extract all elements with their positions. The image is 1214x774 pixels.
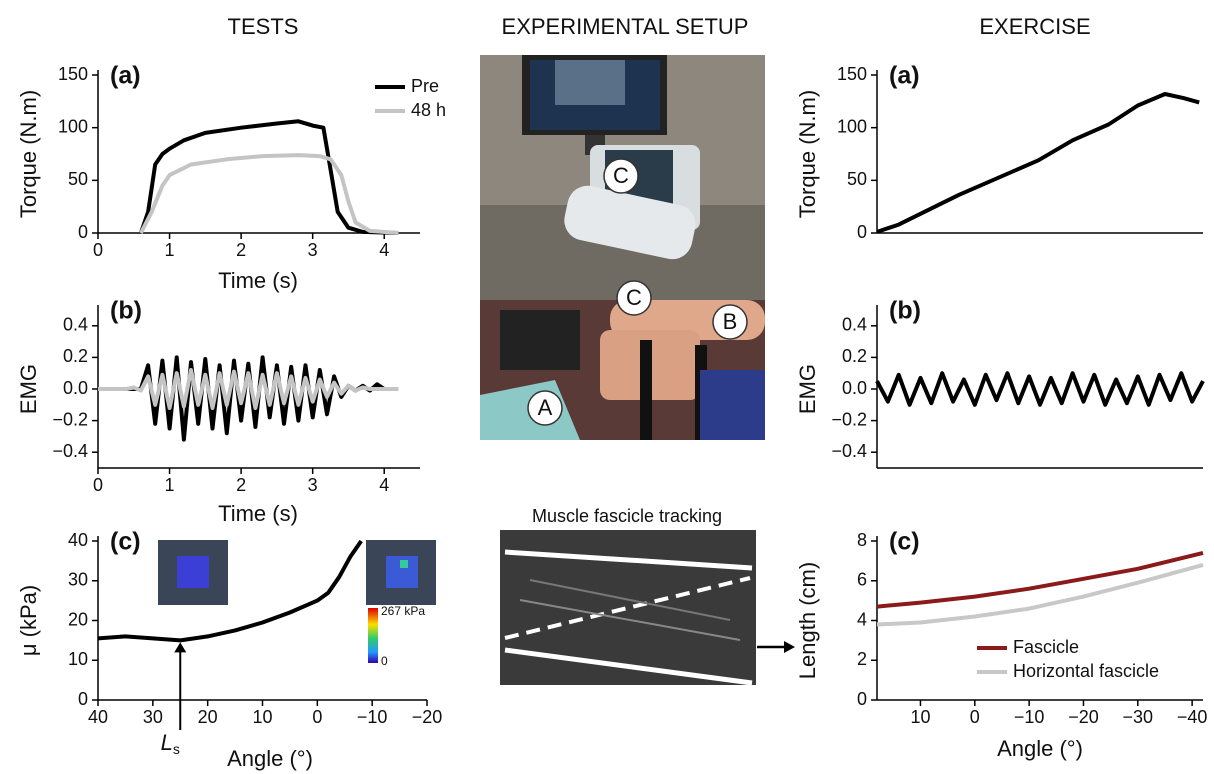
panel-label: (b)	[889, 297, 921, 325]
y-tick-label: 0	[857, 222, 867, 242]
data-line	[876, 92, 1200, 234]
y-tick-label: 0.4	[63, 315, 88, 335]
y-axis-label: μ (kPa)	[16, 585, 41, 656]
data-line	[98, 368, 399, 410]
x-tick-label: 2	[236, 475, 246, 495]
panel-label: (c)	[110, 528, 141, 556]
y-tick-label: 20	[68, 609, 88, 629]
x-tick-label: 2	[236, 240, 246, 260]
x-tick-label: 0	[93, 240, 103, 260]
x-tick-label: 3	[308, 475, 318, 495]
data-line	[139, 153, 399, 235]
x-tick-label: 10	[910, 707, 930, 727]
data-line	[97, 539, 363, 643]
y-tick-label: 0.2	[63, 346, 88, 366]
y-tick-label: 150	[837, 64, 867, 84]
y-axis-label: Torque (N.m)	[795, 90, 820, 218]
y-axis-label: Length (cm)	[795, 562, 820, 679]
y-tick-label: −0.2	[52, 409, 88, 429]
legend-label: Horizontal fascicle	[1013, 661, 1159, 681]
y-tick-label: 0	[78, 222, 88, 242]
annotation-subscript: s	[173, 741, 180, 757]
legend-label: Fascicle	[1013, 637, 1079, 657]
x-tick-label: 0	[970, 707, 980, 727]
column-title: TESTS	[228, 14, 299, 39]
photo-label: C	[626, 285, 642, 310]
y-tick-label: 10	[68, 649, 88, 669]
y-tick-label: 0.2	[842, 346, 867, 366]
y-tick-label: 0.0	[842, 378, 867, 398]
y-tick-label: −0.4	[831, 441, 867, 461]
photo-label: C	[613, 163, 629, 188]
y-axis-label: EMG	[795, 364, 820, 414]
y-tick-label: 50	[847, 169, 867, 189]
y-tick-label: 40	[68, 530, 88, 550]
y-tick-label: 2	[857, 649, 867, 669]
column-title: EXERCISE	[979, 14, 1090, 39]
y-tick-label: 4	[857, 609, 867, 629]
legend-label: Pre	[411, 76, 439, 96]
legend-label: 48 h	[411, 100, 446, 120]
column-title: EXPERIMENTAL SETUP	[502, 14, 749, 39]
y-tick-label: 100	[58, 116, 88, 136]
data-line	[98, 355, 399, 442]
x-tick-label: 20	[198, 707, 218, 727]
arrow-head	[174, 642, 187, 653]
setup-photo	[480, 55, 765, 440]
y-tick-label: 30	[68, 570, 88, 590]
tracking-title: Muscle fascicle tracking	[532, 506, 722, 526]
data-line	[875, 371, 1205, 407]
panel-label: (c)	[889, 528, 920, 556]
colorbar-label: 267 kPa	[381, 604, 425, 618]
y-tick-label: 150	[58, 64, 88, 84]
x-tick-label: 4	[379, 240, 389, 260]
x-tick-label: 3	[308, 240, 318, 260]
x-tick-label: 10	[252, 707, 272, 727]
y-tick-label: 0	[857, 689, 867, 709]
panel-label: (a)	[889, 62, 920, 90]
data-line	[876, 562, 1204, 627]
x-tick-label: −30	[1123, 707, 1154, 727]
y-tick-label: 50	[68, 169, 88, 189]
x-tick-label: −10	[357, 707, 388, 727]
x-tick-label: −40	[1177, 707, 1208, 727]
photo-label: A	[538, 395, 553, 420]
x-tick-label: 40	[88, 707, 108, 727]
y-tick-label: 6	[857, 570, 867, 590]
x-axis-label: Angle (°)	[997, 736, 1083, 761]
colorbar-label: 0	[381, 654, 388, 668]
data-line	[139, 119, 399, 235]
y-tick-label: 0.0	[63, 378, 88, 398]
x-tick-label: 4	[379, 475, 389, 495]
elastography-inset	[158, 540, 436, 663]
x-tick-label: 30	[143, 707, 163, 727]
x-tick-label: 0	[312, 707, 322, 727]
y-axis-label: Torque (N.m)	[16, 90, 41, 218]
y-tick-label: 0.4	[842, 315, 867, 335]
x-tick-label: 1	[165, 475, 175, 495]
x-tick-label: −10	[1014, 707, 1045, 727]
y-axis-label: EMG	[16, 364, 41, 414]
x-axis-label: Time (s)	[218, 501, 298, 526]
x-axis-label: Time (s)	[218, 268, 298, 293]
y-tick-label: 0	[78, 689, 88, 709]
x-tick-label: 1	[165, 240, 175, 260]
annotation-main: L	[161, 730, 173, 755]
panel-label: (a)	[110, 62, 141, 90]
y-tick-label: 8	[857, 530, 867, 550]
photo-label: B	[723, 309, 738, 334]
y-tick-label: −0.4	[52, 441, 88, 461]
x-axis-label: Angle (°)	[227, 746, 313, 771]
x-tick-label: −20	[1068, 707, 1099, 727]
annotation-label: Ls	[161, 730, 180, 757]
x-tick-label: 0	[93, 475, 103, 495]
tracking-image	[500, 530, 795, 686]
data-line	[876, 550, 1204, 609]
x-tick-label: −20	[412, 707, 443, 727]
y-tick-label: −0.2	[831, 409, 867, 429]
y-tick-label: 100	[837, 116, 867, 136]
panel-label: (b)	[110, 297, 142, 325]
